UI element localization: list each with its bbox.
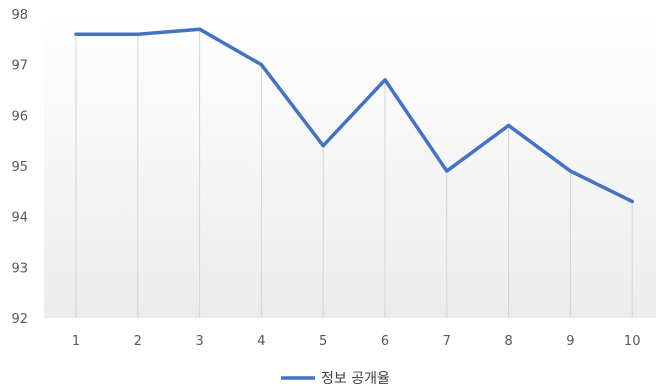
data-point [383,78,387,82]
x-axis: 1 2 3 4 5 6 7 8 9 10 [72,334,641,349]
legend: 정보 공개율 [281,371,390,387]
y-tick-label: 94 [11,211,28,226]
y-tick-label: 95 [11,160,28,175]
data-point [136,32,140,36]
y-axis: 92 93 94 95 96 97 98 [11,8,28,327]
x-tick-label: 4 [257,334,265,349]
y-tick-label: 96 [11,109,28,124]
plot-area [44,14,656,318]
y-tick-label: 97 [11,59,28,74]
x-tick-label: 6 [381,334,389,349]
data-point [321,144,325,148]
x-tick-label: 1 [72,334,80,349]
data-point [507,123,511,127]
data-point [74,32,78,36]
data-point [445,169,449,173]
legend-label: 정보 공개율 [321,371,390,387]
x-tick-label: 7 [443,334,451,349]
series-line [74,27,634,204]
gridlines [75,29,633,318]
data-point [630,199,634,203]
data-point [568,169,572,173]
y-tick-label: 98 [11,8,28,23]
x-tick-label: 2 [134,334,142,349]
data-point [259,63,263,67]
x-tick-label: 9 [566,334,574,349]
y-tick-label: 92 [11,312,28,327]
x-tick-label: 3 [195,334,203,349]
data-points [74,27,634,203]
y-tick-label: 93 [11,261,28,276]
x-tick-label: 8 [504,334,512,349]
data-point [198,27,202,31]
x-tick-label: 5 [319,334,327,349]
x-tick-label: 10 [624,334,641,349]
